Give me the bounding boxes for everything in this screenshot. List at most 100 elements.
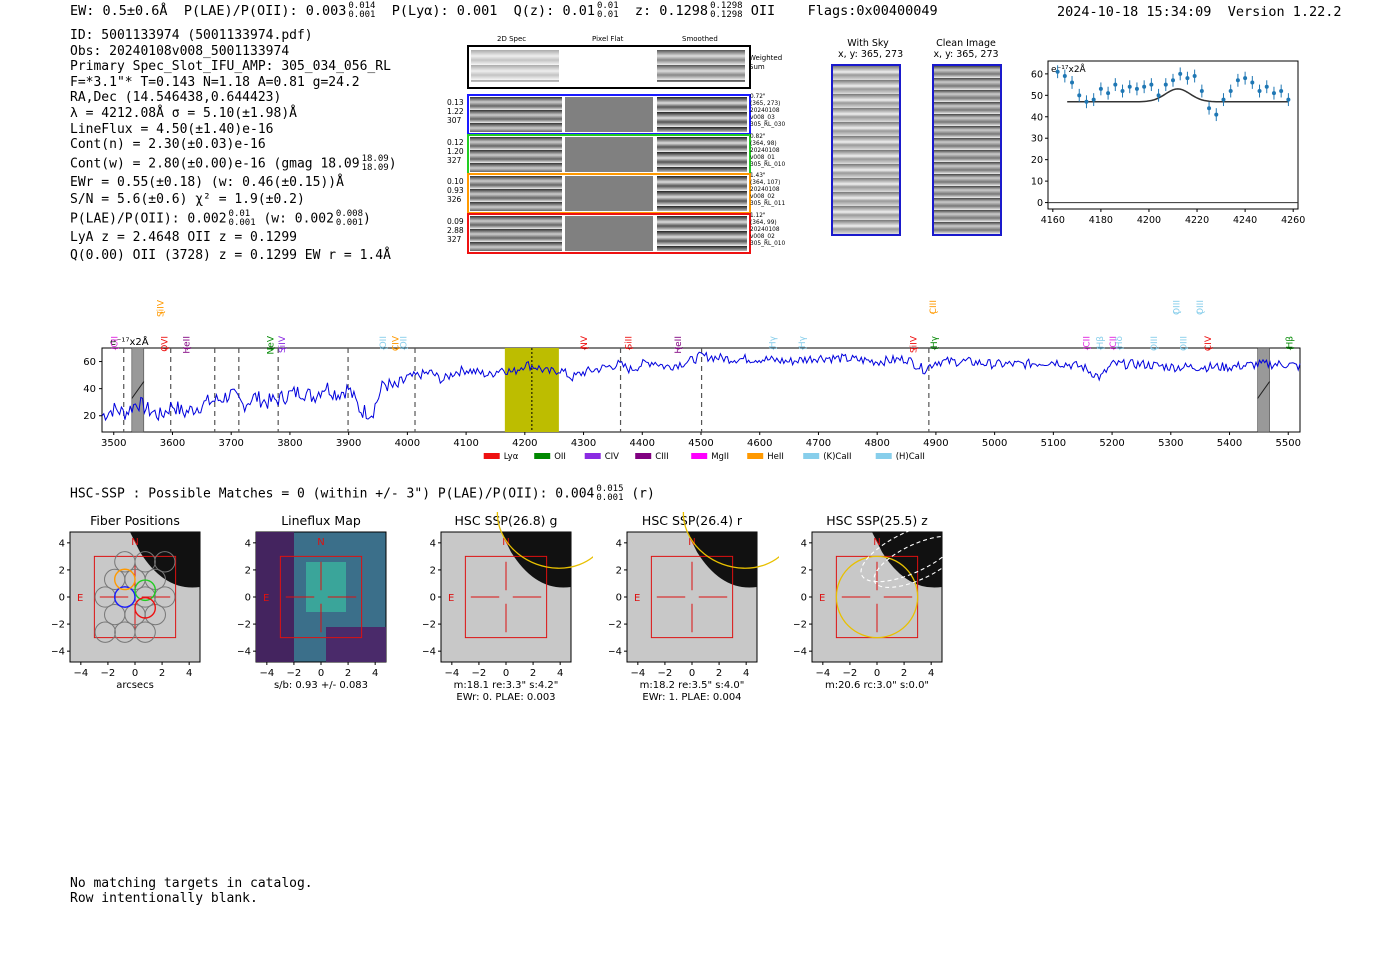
hsc-panel-xlabel2: EWr: 1. PLAE: 0.004 <box>642 692 741 703</box>
spectrum-line-marker-label: CIV <box>1204 335 1214 351</box>
spectrum-line-marker-label: OII <box>379 336 389 348</box>
hsc-panel-title: Fiber Positions <box>90 513 180 528</box>
spectrum-line-marker-brace: { <box>391 346 400 351</box>
with-sky-title: With Sky x, y: 365, 273 <box>838 38 903 60</box>
spectrum-line-marker-label: SiIV <box>909 335 919 353</box>
header-z-lo: 0.1298 <box>710 10 743 20</box>
spectrum-line-marker-brace: { <box>1180 346 1189 351</box>
full-spectrum-chart: e⁻¹⁷x2Å 20 40 60 3500 3600 3700 3800 3900 4000 410… <box>83 299 1301 462</box>
info-plae2-b-lo: 0.001 <box>335 217 364 228</box>
zoom-data-point <box>1264 84 1269 89</box>
hsc-y-tick-label: −4 <box>52 647 65 658</box>
spectrum-line-marker-label: Hγ <box>798 335 808 348</box>
spectrum-line-marker-brace: { <box>1173 310 1182 315</box>
spectrum-x-tick-label: 3900 <box>336 438 361 449</box>
hsc-y-tick-label: −4 <box>794 647 807 658</box>
spectrum-line-marker-brace: { <box>930 346 939 351</box>
header-plae-hi: 0.014 <box>348 1 376 11</box>
hsc-x-tick-label: −2 <box>658 668 673 679</box>
hsc-north-label: N <box>502 537 509 548</box>
header-timestamp: 2024-10-18 15:34:09 <box>1057 4 1212 20</box>
cutout-row-right-label: 20240108 <box>750 147 780 154</box>
hsc-east-label: E <box>77 593 83 604</box>
hsc-y-tick-label: 4 <box>801 538 807 549</box>
zoom-unit-label: e⁻¹⁷x2Å <box>1051 63 1087 75</box>
cutout-row-right-label: (364, 99) <box>750 219 777 226</box>
header-timestamp-block: 2024-10-18 15:34:09 Version 1.22.2 <box>1057 4 1342 20</box>
cutout-row-left-label: 327 <box>447 155 462 165</box>
info-q: Q(0.00) OII (3728) z = 0.1299 EW r = 1.4… <box>70 247 391 263</box>
hsc-summary-hi: 0.015 <box>596 484 624 494</box>
spectrum-line-marker-brace: { <box>1204 346 1213 351</box>
hsc-aperture-box <box>279 555 363 639</box>
spectrum-line-marker-brace: { <box>625 346 634 351</box>
info-plae2-b: (w: 0.002 <box>263 211 334 227</box>
zoom-data-point <box>1120 89 1125 94</box>
hsc-dashed-ellipse <box>873 535 962 588</box>
info-obs: Obs: 20240108v008_5001133974 <box>70 43 290 59</box>
info-plae2-a-hi: 0.01 <box>228 208 251 219</box>
header-plae: P(LAE)/P(OII): 0.003 <box>183 3 347 19</box>
spectrum-y-tick-label: 20 <box>83 411 96 422</box>
cutout-row-left-labels: 0.12 1.20 327 <box>447 138 464 165</box>
spectrum-line-marker-brace: { <box>278 346 287 351</box>
hsc-dashed-ellipse <box>860 522 962 583</box>
hsc-y-tick-label: 0 <box>59 593 65 604</box>
hsc-summary-lo: 0.001 <box>596 493 624 503</box>
hsc-panel-xlabel: m:18.1 re:3.3" s:4.2" <box>454 680 559 691</box>
zoom-data-point <box>1070 80 1075 85</box>
hsc-summary-line: HSC-SSP : Possible Matches = 0 (within +… <box>70 485 655 503</box>
zoom-data-point <box>1113 82 1118 87</box>
clean-image-label: Clean Image <box>936 38 996 49</box>
hsc-x-tick-label: −2 <box>843 668 858 679</box>
hsc-aperture-box <box>650 555 734 639</box>
info-plae2-a: P(LAE)/P(OII): 0.002 <box>70 211 227 227</box>
zoom-data-point <box>1207 106 1212 111</box>
hsc-y-tick-label: −2 <box>423 620 436 631</box>
header-qz-hi: 0.01 <box>596 1 619 11</box>
header-summary: EW: 0.5±0.6Å P(LAE)/P(OII): 0.003 0.014 0.… <box>70 2 938 20</box>
clean-image-title: Clean Image x, y: 365, 273 <box>932 38 1000 60</box>
spectrum-line-marker-brace: { <box>1083 346 1092 351</box>
spectrum-line-marker-label: CII <box>1083 336 1093 348</box>
cutout-row-left-label: 307 <box>447 116 462 125</box>
hsc-ellipse <box>835 555 919 639</box>
cutout-2d-image <box>470 136 562 172</box>
cutout-row-right-label: 305_RL_010 <box>750 240 786 247</box>
zoom-x-tick-label: 4220 <box>1185 215 1209 226</box>
spectrum-line-marker-brace: { <box>1109 346 1118 351</box>
info-plae2-b-hi: 0.008 <box>335 208 364 219</box>
zoom-data-point <box>1235 78 1240 83</box>
spectrum-x-tick-label: 4200 <box>512 438 537 449</box>
header-z-hi: 0.1298 <box>710 1 743 11</box>
cutout-row-left-label: 0.09 <box>447 216 464 226</box>
spectrum-x-tick-label: 5500 <box>1276 438 1301 449</box>
hsc-x-tick-label: −4 <box>630 668 645 679</box>
spectrum-unit-label: e⁻¹⁷x2Å <box>110 335 149 348</box>
hsc-y-tick-label: 0 <box>801 593 807 604</box>
spectrum-legend-swatch <box>803 453 820 459</box>
zoom-data-point <box>1171 78 1175 83</box>
spectrum-line-marker-label: Hβ <box>1096 336 1106 349</box>
zoom-data-point <box>1134 86 1139 91</box>
hsc-y-tick-label: 4 <box>59 538 65 549</box>
spectrum-y-tick-label: 60 <box>83 357 96 368</box>
spectrum-hatch-stroke <box>1257 381 1270 399</box>
spectrum-line-marker-brace: { <box>1096 346 1105 351</box>
spectrum-line-marker-brace: { <box>1285 346 1294 351</box>
spectrum-line-marker-brace: { <box>1115 346 1124 351</box>
spectrum-legend-label: HeII <box>767 452 784 462</box>
spectrum-line-marker-brace: { <box>400 346 409 351</box>
header-qz-lo: 0.01 <box>596 10 619 20</box>
cutout-row-right-label: 20240108 <box>750 226 780 233</box>
hsc-y-tick-label: 2 <box>616 565 622 576</box>
hsc-east-label: E <box>263 593 269 604</box>
fiber-circle-blue <box>113 586 136 608</box>
zoom-data-point <box>1250 80 1255 85</box>
zoom-data-point <box>1178 71 1183 76</box>
spectrum-line-marker-brace: { <box>157 310 166 315</box>
clean-image <box>932 64 1002 236</box>
hsc-x-tick-label: 4 <box>743 668 749 679</box>
hsc-y-tick-label: 2 <box>245 565 251 576</box>
cutout-2d-image <box>470 97 562 132</box>
